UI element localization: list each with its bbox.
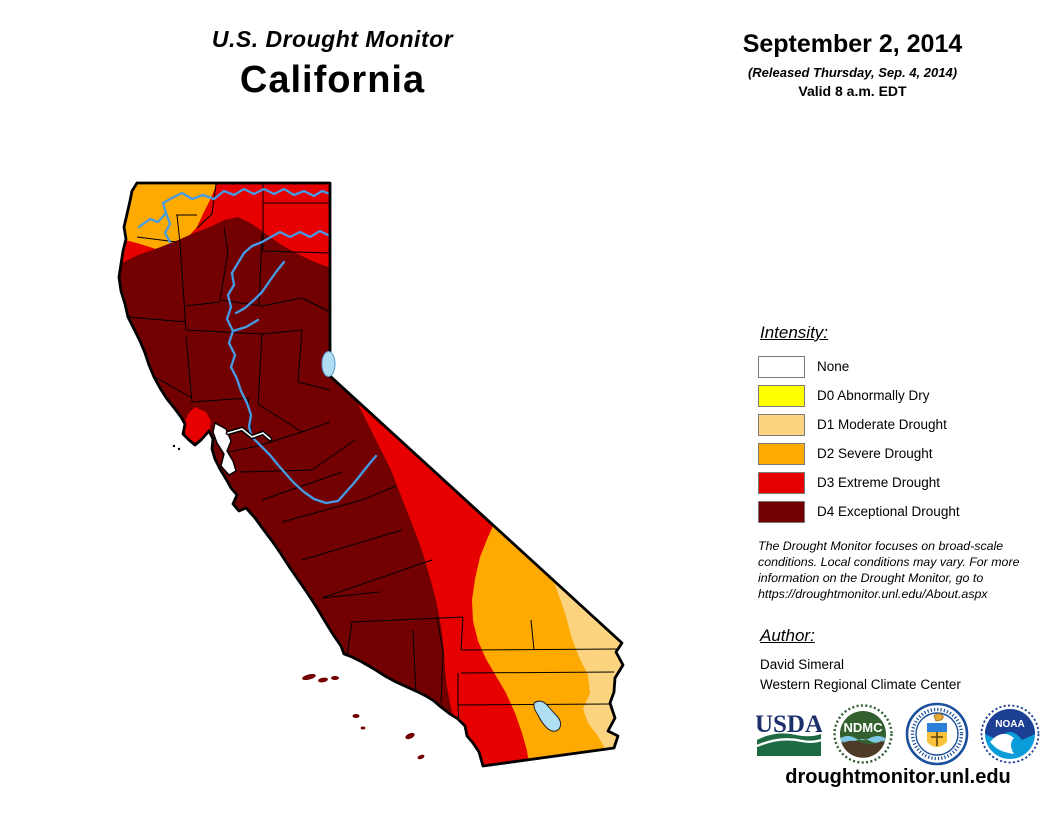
trinity-river xyxy=(163,211,172,244)
usda-field-shape xyxy=(757,733,821,756)
delta-channel-water xyxy=(227,428,271,440)
rivers xyxy=(137,187,378,505)
region-d2-southeast xyxy=(472,517,623,766)
author-name: David Simeral xyxy=(760,657,845,672)
ndmc-earth-band xyxy=(841,740,885,758)
valid-time: Valid 8 a.m. EDT xyxy=(798,83,907,99)
intensity-legend: None D0 Abnormally Dry D1 Moderate Droug… xyxy=(758,352,960,526)
commerce-emblem xyxy=(930,732,943,746)
disclaimer-text: The Drought Monitor focuses on broad-sca… xyxy=(758,539,1020,602)
commerce-seal xyxy=(905,702,968,766)
swatch-d1 xyxy=(758,413,805,436)
ndmc-text: NDMC xyxy=(844,720,884,735)
lake-tahoe xyxy=(321,351,336,377)
salton-sea xyxy=(533,700,562,732)
legend-row-none: None xyxy=(758,352,960,381)
pit-river xyxy=(250,229,332,248)
noaa-logo: NOAA xyxy=(980,704,1040,764)
san-francisco-bay xyxy=(212,421,237,476)
author-heading: Author: xyxy=(760,626,815,645)
san-joaquin-river xyxy=(250,435,378,505)
commerce-text-ring xyxy=(910,707,963,761)
legend-row-d0: D0 Abnormally Dry xyxy=(758,381,960,410)
release-date: (Released Thursday, Sep. 4, 2014) xyxy=(747,65,958,80)
legend-row-d3: D3 Extreme Drought xyxy=(758,468,960,497)
noaa-bird xyxy=(989,733,1014,754)
usda-text: USDA xyxy=(756,711,822,738)
program-title: U.S. Drought Monitor xyxy=(211,26,454,52)
legend-label: D0 Abnormally Dry xyxy=(817,388,930,403)
legend-label: None xyxy=(817,359,850,374)
author-org: Western Regional Climate Center xyxy=(760,677,961,693)
region-d3-extreme xyxy=(119,183,623,766)
delta-channel-dark xyxy=(225,426,273,442)
commerce-shield-top xyxy=(926,723,947,732)
legend-label: D4 Exceptional Drought xyxy=(817,504,960,519)
swatch-d3 xyxy=(758,471,805,494)
author-block: David Simeral Western Regional Climate C… xyxy=(760,655,961,696)
channel-islands xyxy=(302,673,425,760)
swatch-d0 xyxy=(758,384,805,407)
swatch-d4 xyxy=(758,500,805,523)
region-d3-marin xyxy=(184,407,211,443)
legend-row-d1: D1 Moderate Drought xyxy=(758,410,960,439)
drought-monitor-url: droughtmonitor.unl.edu xyxy=(785,766,1011,788)
region-d2-northwest xyxy=(119,183,216,249)
sacramento-river xyxy=(225,244,254,439)
legend-label: D2 Severe Drought xyxy=(817,446,933,461)
commerce-eagle xyxy=(933,713,944,722)
feather-river xyxy=(234,260,286,315)
legend-label: D1 Moderate Drought xyxy=(817,417,947,432)
header-title-block: U.S. Drought Monitor California xyxy=(135,26,530,102)
county-boundaries xyxy=(127,183,619,766)
date-block: September 2, 2014 (Released Thursday, Se… xyxy=(705,30,1000,99)
usda-swoosh xyxy=(756,738,822,748)
legend-row-d4: D4 Exceptional Drought xyxy=(758,497,960,526)
usda-logo: USDA xyxy=(756,711,822,756)
ndmc-logo: NDMC xyxy=(833,704,894,764)
legend-row-d2: D2 Severe Drought xyxy=(758,439,960,468)
klamath-river xyxy=(137,187,332,229)
farallon-islands xyxy=(172,444,181,451)
logo-row: USDA NDMC NOAA xyxy=(756,702,1040,766)
noaa-sky xyxy=(984,709,1035,740)
swatch-none xyxy=(758,355,805,378)
region-d1-southeast xyxy=(552,560,623,760)
state-outline xyxy=(117,181,625,768)
legend-heading: Intensity: xyxy=(760,323,829,342)
region-d4-exceptional xyxy=(119,217,453,722)
american-river xyxy=(231,318,260,333)
map-date: September 2, 2014 xyxy=(742,30,963,58)
noaa-text: NOAA xyxy=(995,719,1024,730)
legend-label: D3 Extreme Drought xyxy=(817,475,941,490)
page-title: California xyxy=(239,59,426,101)
swatch-d2 xyxy=(758,442,805,465)
